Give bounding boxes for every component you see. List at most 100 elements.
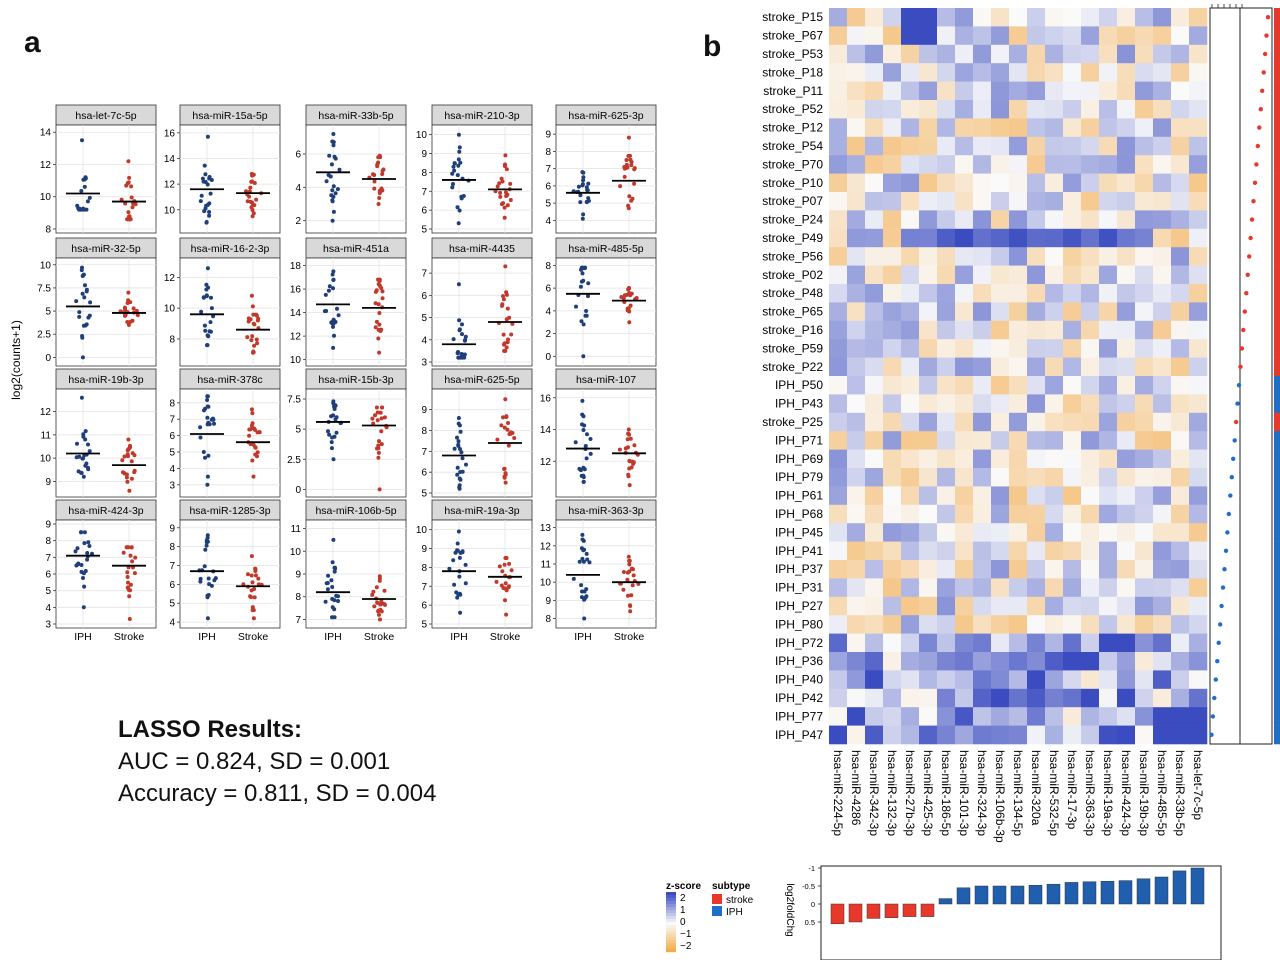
score-point bbox=[1255, 143, 1261, 149]
row-label: IPH_P40 bbox=[775, 673, 823, 687]
heatmap-cell bbox=[883, 578, 902, 598]
heatmap-cell bbox=[901, 192, 920, 211]
iph-point bbox=[581, 322, 586, 327]
heatmap-cell bbox=[937, 449, 956, 469]
iph-point bbox=[200, 176, 205, 181]
heatmap-cell bbox=[991, 652, 1010, 671]
stroke-point bbox=[499, 583, 504, 588]
stroke-point bbox=[257, 430, 262, 435]
heatmap-cell bbox=[1081, 688, 1100, 708]
y-tick-label: 8 bbox=[45, 536, 51, 547]
heatmap-cell bbox=[1171, 118, 1190, 138]
heatmap-cell bbox=[1189, 247, 1208, 266]
heatmap-cell bbox=[1027, 486, 1046, 506]
heatmap-cell bbox=[1027, 81, 1046, 101]
log2foldchg-bar bbox=[1154, 876, 1169, 905]
zscore-tick-label: 1 bbox=[680, 905, 686, 916]
heatmap-cell bbox=[991, 100, 1010, 119]
zscore-gradient-step bbox=[666, 907, 676, 911]
iph-point bbox=[330, 605, 335, 610]
row-label: stroke_P15 bbox=[762, 10, 823, 24]
heatmap-cell bbox=[1189, 8, 1208, 27]
heatmap-cell bbox=[991, 633, 1010, 653]
heatmap-cell bbox=[1099, 118, 1118, 138]
y-tick-label: 14 bbox=[164, 154, 176, 165]
zscore-tick-label: −2 bbox=[680, 941, 692, 952]
heatmap-cell bbox=[937, 155, 956, 174]
heatmap-cell bbox=[1099, 265, 1118, 285]
heatmap-cell bbox=[1171, 339, 1190, 358]
iph-point bbox=[77, 314, 82, 319]
heatmap-cell bbox=[1063, 81, 1082, 101]
heatmap-cell bbox=[1189, 44, 1208, 64]
subtype-bar-segment bbox=[1274, 265, 1280, 285]
iph-point bbox=[330, 321, 335, 326]
heatmap-cell bbox=[1027, 284, 1046, 303]
x-tick-label: Stroke bbox=[364, 631, 395, 643]
iph-point bbox=[451, 164, 456, 169]
heatmap-cell bbox=[865, 339, 884, 358]
iph-point bbox=[212, 421, 216, 426]
heatmap-cell bbox=[1153, 339, 1172, 358]
column-label: hsa-miR-27b-3p bbox=[903, 750, 917, 836]
subtype-bar-segment bbox=[1274, 339, 1280, 358]
heatmap-cell bbox=[1027, 376, 1046, 395]
heatmap-cell bbox=[1117, 615, 1136, 634]
zscore-gradient-step bbox=[666, 946, 676, 950]
heatmap-cell bbox=[955, 412, 974, 432]
facet-panel bbox=[179, 124, 281, 234]
subtype-bar-segment bbox=[1274, 412, 1280, 432]
stroke-point bbox=[502, 215, 507, 220]
heatmap-cell bbox=[1099, 449, 1118, 469]
heatmap-cell bbox=[973, 192, 992, 211]
iph-point bbox=[90, 551, 94, 556]
heatmap-cell bbox=[973, 44, 992, 64]
iph-point bbox=[457, 555, 462, 560]
iph-point bbox=[587, 560, 592, 565]
stroke-point bbox=[246, 572, 250, 577]
zscore-gradient-step bbox=[666, 937, 676, 941]
y-tick-label: 7 bbox=[169, 561, 175, 572]
heatmap-cell bbox=[1063, 155, 1082, 174]
iph-point bbox=[73, 549, 78, 554]
stroke-point bbox=[505, 340, 510, 345]
iph-point bbox=[80, 138, 84, 143]
heatmap-cell bbox=[1171, 541, 1190, 561]
heatmap-cell bbox=[955, 541, 974, 561]
iph-point bbox=[460, 550, 465, 555]
stroke-point bbox=[253, 567, 258, 572]
heatmap-cell bbox=[1063, 173, 1082, 193]
heatmap-cell bbox=[829, 357, 848, 377]
heatmap-cell bbox=[973, 578, 992, 598]
heatmap-cell bbox=[1135, 376, 1154, 395]
y-tick-label: 6 bbox=[421, 468, 427, 479]
stroke-point bbox=[125, 575, 130, 579]
heatmap-cell bbox=[1009, 118, 1028, 138]
heatmap-cell bbox=[901, 615, 920, 634]
iph-point bbox=[209, 178, 214, 182]
heatmap-cell bbox=[1027, 173, 1046, 193]
heatmap-cell bbox=[865, 431, 884, 450]
heatmap-cell bbox=[1117, 63, 1136, 82]
iph-point bbox=[205, 343, 210, 348]
heatmap-cell bbox=[883, 357, 902, 377]
iph-point bbox=[79, 395, 84, 400]
heatmap-cell bbox=[1135, 541, 1154, 561]
stroke-point bbox=[127, 175, 132, 180]
heatmap-cell bbox=[991, 523, 1010, 542]
heatmap-cell bbox=[919, 688, 938, 708]
facet-hsa-miR-378c: hsa-miR-378c345678IPHStroke bbox=[169, 368, 281, 512]
iph-point bbox=[456, 132, 461, 137]
heatmap-cell bbox=[1027, 357, 1046, 377]
heatmap-cell bbox=[1099, 81, 1118, 101]
heatmap-cell bbox=[991, 449, 1010, 469]
facet-panel bbox=[179, 257, 281, 367]
heatmap-cell bbox=[1045, 596, 1064, 616]
stroke-point bbox=[627, 558, 632, 563]
heatmap-cell bbox=[1081, 192, 1100, 211]
log2foldchg-bar bbox=[1100, 881, 1115, 905]
heatmap-cell bbox=[1135, 486, 1154, 506]
iph-point bbox=[452, 168, 457, 173]
heatmap-cell bbox=[973, 228, 992, 248]
